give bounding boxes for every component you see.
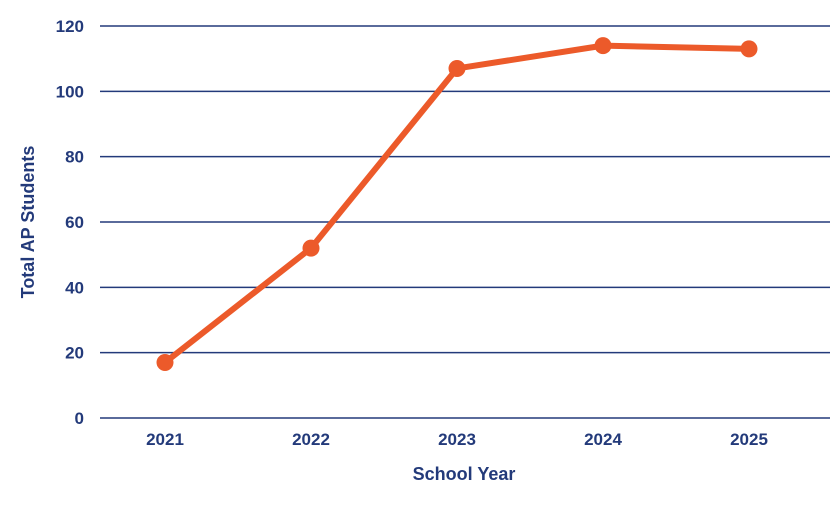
x-tick-label-2022: 2022	[292, 430, 330, 449]
x-tick-label-2021: 2021	[146, 430, 184, 449]
y-tick-label-20: 20	[65, 344, 84, 363]
y-axis-ticks: 0 20 40 60 80 100 120	[56, 17, 84, 428]
y-tick-label-120: 120	[56, 17, 84, 36]
x-tick-label-2024: 2024	[584, 430, 622, 449]
y-axis-title: Total AP Students	[18, 146, 38, 299]
y-tick-label-40: 40	[65, 278, 84, 297]
y-tick-label-100: 100	[56, 82, 84, 101]
data-point-2024	[594, 37, 612, 55]
x-axis-ticks: 2021 2022 2023 2024 2025	[146, 430, 768, 449]
series-line	[162, 42, 752, 366]
x-axis-title: School Year	[413, 464, 516, 484]
data-point-2021	[156, 353, 174, 371]
gridlines	[100, 25, 830, 419]
series-total-ap-students	[156, 37, 758, 371]
x-tick-label-2023: 2023	[438, 430, 476, 449]
x-tick-label-2025: 2025	[730, 430, 768, 449]
y-tick-label-60: 60	[65, 213, 84, 232]
y-tick-label-80: 80	[65, 148, 84, 167]
data-point-2023	[448, 59, 466, 77]
y-tick-label-0: 0	[75, 409, 84, 428]
data-point-2022	[302, 239, 320, 257]
data-point-2025	[740, 40, 758, 58]
